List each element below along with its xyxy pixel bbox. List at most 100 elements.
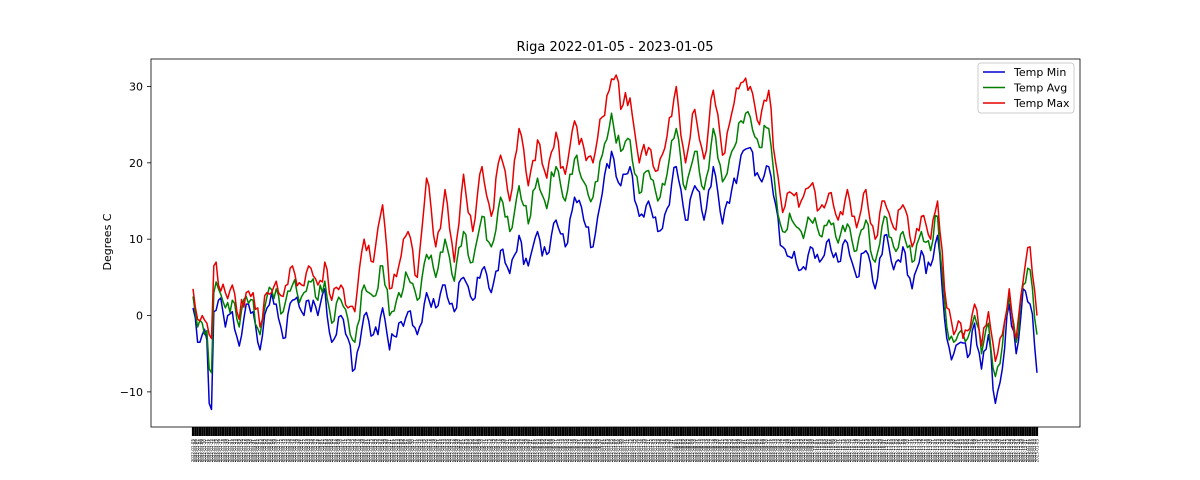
x-tick-label: 2022-03-26: [375, 439, 380, 463]
x-tick-label: 2022-06-26: [588, 439, 593, 463]
x-tick-label: 2022-04-04: [396, 439, 401, 463]
x-tick-label: 2022-10-19: [854, 439, 859, 463]
x-tick-label: 2022-05-25: [514, 439, 519, 463]
x-tick-label: 2022-05-14: [489, 439, 494, 463]
x-tick-label: 2022-07-29: [665, 439, 670, 463]
x-tick-label: 2022-09-15: [776, 439, 781, 463]
series-line-temp-min: [192, 146, 1038, 411]
x-tick-label: 2022-07-09: [618, 439, 623, 463]
x-tick-label: 2022-01-25: [237, 439, 242, 463]
x-tick-label: 2022-08-13: [699, 439, 704, 463]
x-tick-label: 2022-05-03: [463, 439, 468, 463]
x-tick-label: 2022-03-16: [352, 439, 357, 463]
x-tick-label: 2022-02-07: [267, 439, 272, 463]
x-tick-label: 2022-02-16: [288, 439, 293, 463]
x-tick-label: 2022-07-04: [607, 439, 612, 463]
x-tick-label: 2022-11-26: [942, 439, 947, 463]
x-tick-label: 2022-12-11: [977, 439, 982, 463]
x-tick-label: 2022-08-08: [688, 439, 693, 463]
x-tick-label: 2022-01-16: [216, 439, 221, 463]
x-tick-label: 2022-11-30: [951, 439, 956, 463]
x-tick-label: 2022-10-10: [833, 439, 838, 463]
x-tick-label: 2022-06-30: [597, 439, 602, 463]
x-tick-label: 2022-12-12: [979, 439, 984, 463]
x-tick-label: 2022-10-31: [882, 439, 887, 463]
x-tick-label: 2022-07-22: [648, 439, 653, 463]
x-tick-label: 2022-09-21: [789, 439, 794, 463]
x-tick-label: 2022-04-15: [422, 439, 427, 463]
x-tick-label: 2022-12-19: [995, 439, 1000, 463]
x-tick-label: 2022-01-23: [232, 439, 237, 463]
x-tick-label: 2022-04-26: [447, 439, 452, 463]
x-tick-label: 2022-01-22: [230, 439, 235, 463]
x-tick-label: 2022-02-19: [295, 439, 300, 463]
x-tick-label: 2022-04-23: [440, 439, 445, 463]
x-tick-label: 2022-05-31: [528, 439, 533, 463]
x-tick-label: 2022-03-17: [355, 439, 360, 463]
x-tick-label: 2022-04-22: [438, 439, 443, 463]
x-tick-label: 2022-04-09: [408, 439, 413, 463]
x-tick-label: 2022-01-15: [214, 439, 219, 463]
x-tick-label: 2022-02-17: [290, 439, 295, 463]
x-tick-label: 2022-07-08: [616, 439, 621, 463]
x-tick-label: 2022-06-22: [579, 439, 584, 463]
x-tick-label: 2022-10-25: [868, 439, 873, 463]
x-tick-label: 2022-01-27: [241, 439, 246, 463]
x-tick-label: 2022-07-23: [651, 439, 656, 463]
x-tick-label: 2022-05-29: [523, 439, 528, 463]
x-tick-label: 2022-03-25: [373, 439, 378, 463]
x-tick-label: 2022-11-29: [949, 439, 954, 463]
x-tick-label: 2022-03-15: [350, 439, 355, 463]
x-tick-label: 2022-12-21: [1000, 439, 1005, 463]
x-tick-label: 2022-10-17: [850, 439, 855, 463]
x-tick-label: 2022-11-22: [933, 439, 938, 463]
series-line-temp-max: [192, 74, 1038, 363]
x-tick-label: 2022-01-28: [244, 439, 249, 463]
x-tick-label: 2022-09-01: [743, 439, 748, 463]
x-tick-label: 2022-02-06: [264, 439, 269, 463]
x-tick-label: 2022-11-02: [887, 439, 892, 463]
x-tick-label: 2022-08-18: [711, 439, 716, 463]
x-tick-label: 2022-05-17: [496, 439, 501, 463]
x-tick-label: 2022-11-23: [935, 439, 940, 463]
x-tick-label: 2022-05-30: [526, 439, 531, 463]
y-tick-label: 30: [129, 80, 143, 93]
x-tick-label: 2022-10-01: [813, 439, 818, 463]
x-tick-label: 2022-05-15: [491, 439, 496, 463]
x-tick-label: 2022-12-25: [1009, 439, 1014, 463]
x-tick-label: 2022-04-14: [419, 439, 424, 463]
x-tick-label: 2022-03-18: [357, 439, 362, 463]
x-tick-label: 2022-03-04: [325, 439, 330, 463]
x-tick-label: 2022-02-21: [299, 439, 304, 463]
x-tick-label: 2022-05-13: [486, 439, 491, 463]
x-tick-label: 2022-02-26: [311, 439, 316, 463]
x-tick-label: 2022-08-07: [685, 439, 690, 463]
x-tick-label: 2022-06-17: [567, 439, 572, 463]
legend-box: [977, 62, 1075, 114]
x-tick-label: 2022-05-07: [473, 439, 478, 463]
series-layer: [192, 74, 1038, 411]
x-tick-label: 2022-08-06: [683, 439, 688, 463]
x-tick-label: 2022-01-29: [246, 439, 251, 463]
x-tick-label: 2022-06-27: [591, 439, 596, 463]
x-tick-label: 2022-06-20: [574, 439, 579, 463]
x-tick-label: 2022-01-14: [211, 439, 216, 463]
x-tick-label: 2022-06-21: [577, 439, 582, 463]
x-tick-label: 2022-02-04: [260, 439, 265, 463]
legend-label-temp-max: Temp Max: [1013, 97, 1070, 110]
plot-area-frame: [150, 58, 1081, 428]
x-tick-label: 2022-06-02: [533, 439, 538, 463]
x-tick-label: 2022-02-20: [297, 439, 302, 463]
x-tick-label: 2022-12-30: [1021, 439, 1026, 463]
x-tick-label: 2022-09-10: [764, 439, 769, 463]
x-tick-label: 2022-11-09: [903, 439, 908, 463]
x-tick-label: 2022-04-18: [429, 439, 434, 463]
x-tick-label: 2022-05-19: [500, 439, 505, 463]
x-tick-label: 2022-08-22: [720, 439, 725, 463]
x-tick-label: 2022-09-16: [778, 439, 783, 463]
x-tick-label: 2022-07-21: [646, 439, 651, 463]
x-tick-label: 2022-08-25: [727, 439, 732, 463]
x-tick-label: 2022-12-05: [963, 439, 968, 463]
x-tick-label: 2022-03-14: [348, 439, 353, 463]
x-tick-label: 2023-01-04: [1032, 439, 1037, 463]
